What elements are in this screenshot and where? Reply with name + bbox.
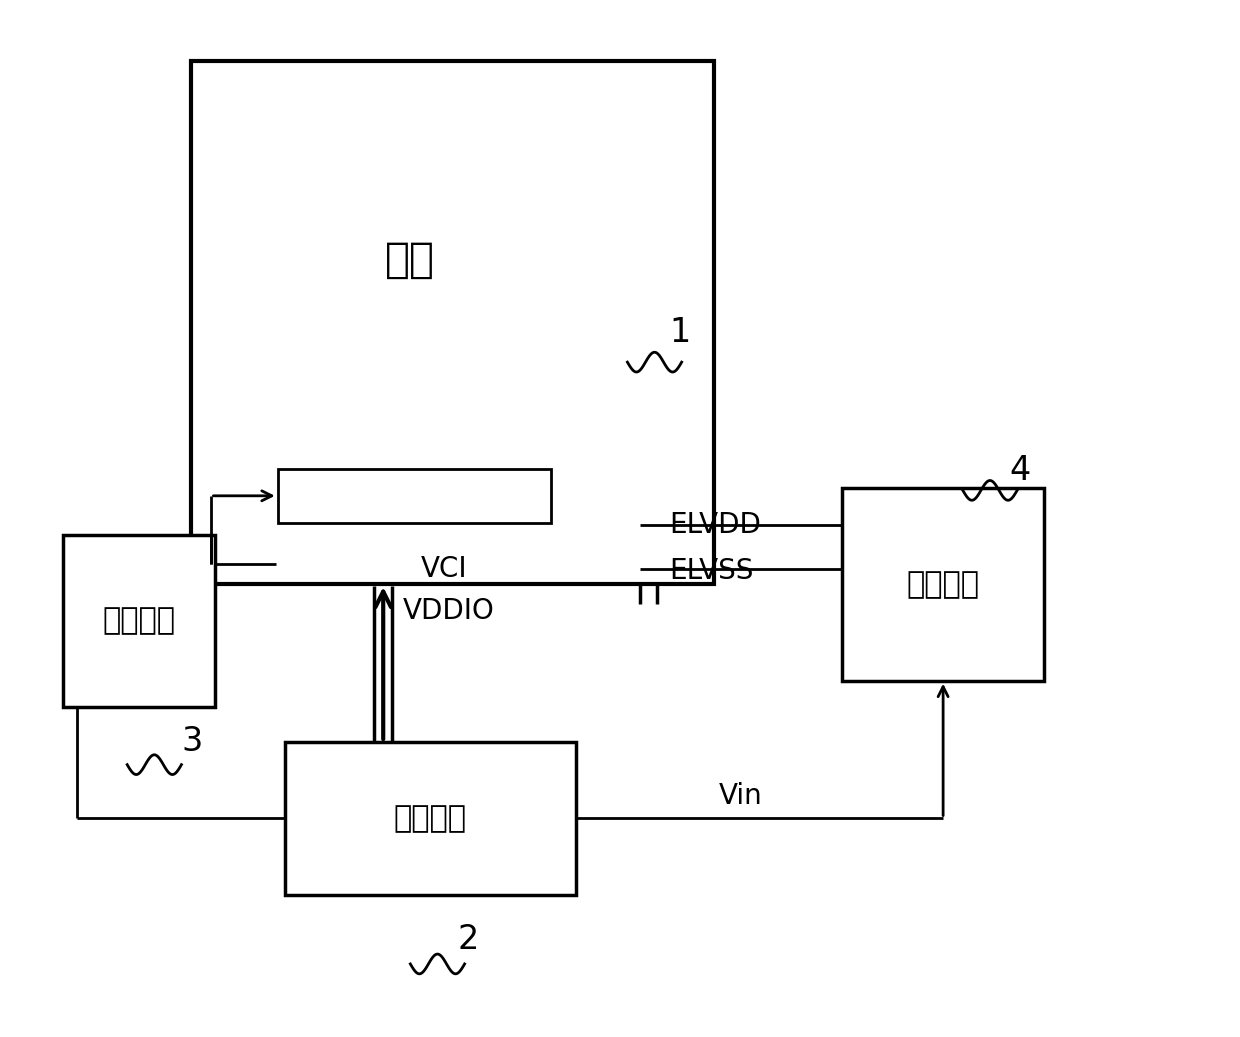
Text: ELVSS: ELVSS [670, 557, 754, 585]
Text: 4: 4 [1009, 454, 1030, 487]
Bar [278, 469, 551, 523]
Bar [62, 535, 216, 707]
Text: VDDIO: VDDIO [403, 596, 495, 624]
Text: 电源芯片: 电源芯片 [906, 570, 980, 599]
Text: 2: 2 [458, 923, 479, 956]
Text: 负载: 负载 [386, 239, 435, 281]
Bar [284, 741, 575, 895]
Text: 3: 3 [181, 726, 202, 758]
Text: VCI: VCI [420, 555, 467, 583]
Text: ELVDD: ELVDD [670, 511, 761, 539]
Text: Vin: Vin [719, 782, 763, 810]
Bar [842, 488, 1044, 681]
Text: 驱动芯片: 驱动芯片 [103, 607, 176, 636]
Bar [191, 61, 714, 584]
Text: 1: 1 [670, 316, 691, 349]
Text: 系统平台: 系统平台 [393, 804, 466, 833]
